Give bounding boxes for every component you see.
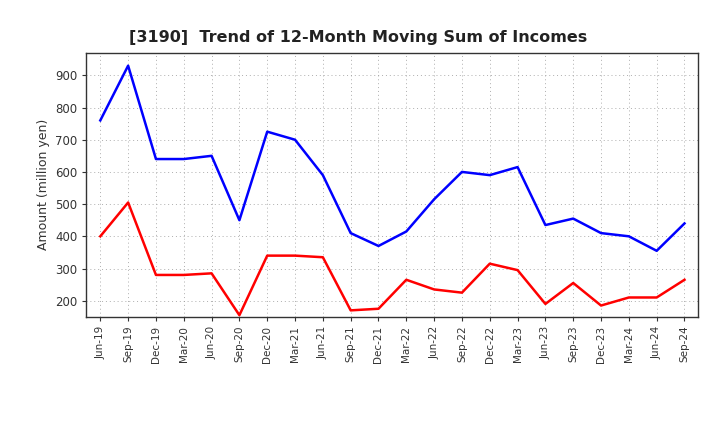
Line: Ordinary Income: Ordinary Income xyxy=(100,66,685,251)
Net Income xyxy=(458,290,467,295)
Ordinary Income xyxy=(235,217,243,223)
Net Income xyxy=(124,200,132,205)
Ordinary Income xyxy=(624,234,633,239)
Net Income xyxy=(430,287,438,292)
Text: [3190]  Trend of 12-Month Moving Sum of Incomes: [3190] Trend of 12-Month Moving Sum of I… xyxy=(130,29,588,45)
Ordinary Income xyxy=(263,129,271,134)
Net Income xyxy=(318,255,327,260)
Ordinary Income xyxy=(652,248,661,253)
Net Income xyxy=(541,301,550,307)
Net Income xyxy=(624,295,633,300)
Net Income xyxy=(485,261,494,266)
Net Income xyxy=(374,306,383,312)
Y-axis label: Amount (million yen): Amount (million yen) xyxy=(37,119,50,250)
Net Income xyxy=(569,280,577,286)
Ordinary Income xyxy=(485,172,494,178)
Net Income xyxy=(346,308,355,313)
Net Income xyxy=(179,272,188,278)
Ordinary Income xyxy=(597,231,606,236)
Ordinary Income xyxy=(374,243,383,249)
Net Income xyxy=(96,234,104,239)
Net Income xyxy=(597,303,606,308)
Ordinary Income xyxy=(318,172,327,178)
Ordinary Income xyxy=(346,231,355,236)
Net Income xyxy=(152,272,161,278)
Ordinary Income xyxy=(569,216,577,221)
Net Income xyxy=(207,271,216,276)
Net Income xyxy=(680,277,689,282)
Ordinary Income xyxy=(291,137,300,143)
Net Income xyxy=(291,253,300,258)
Net Income xyxy=(263,253,271,258)
Ordinary Income xyxy=(152,156,161,161)
Net Income xyxy=(235,312,243,318)
Ordinary Income xyxy=(458,169,467,175)
Net Income xyxy=(513,268,522,273)
Line: Net Income: Net Income xyxy=(100,202,685,315)
Net Income xyxy=(652,295,661,300)
Ordinary Income xyxy=(541,222,550,227)
Ordinary Income xyxy=(96,118,104,123)
Ordinary Income xyxy=(207,153,216,158)
Ordinary Income xyxy=(179,156,188,161)
Ordinary Income xyxy=(124,63,132,68)
Ordinary Income xyxy=(513,165,522,170)
Ordinary Income xyxy=(430,197,438,202)
Ordinary Income xyxy=(680,221,689,226)
Net Income xyxy=(402,277,410,282)
Ordinary Income xyxy=(402,229,410,234)
